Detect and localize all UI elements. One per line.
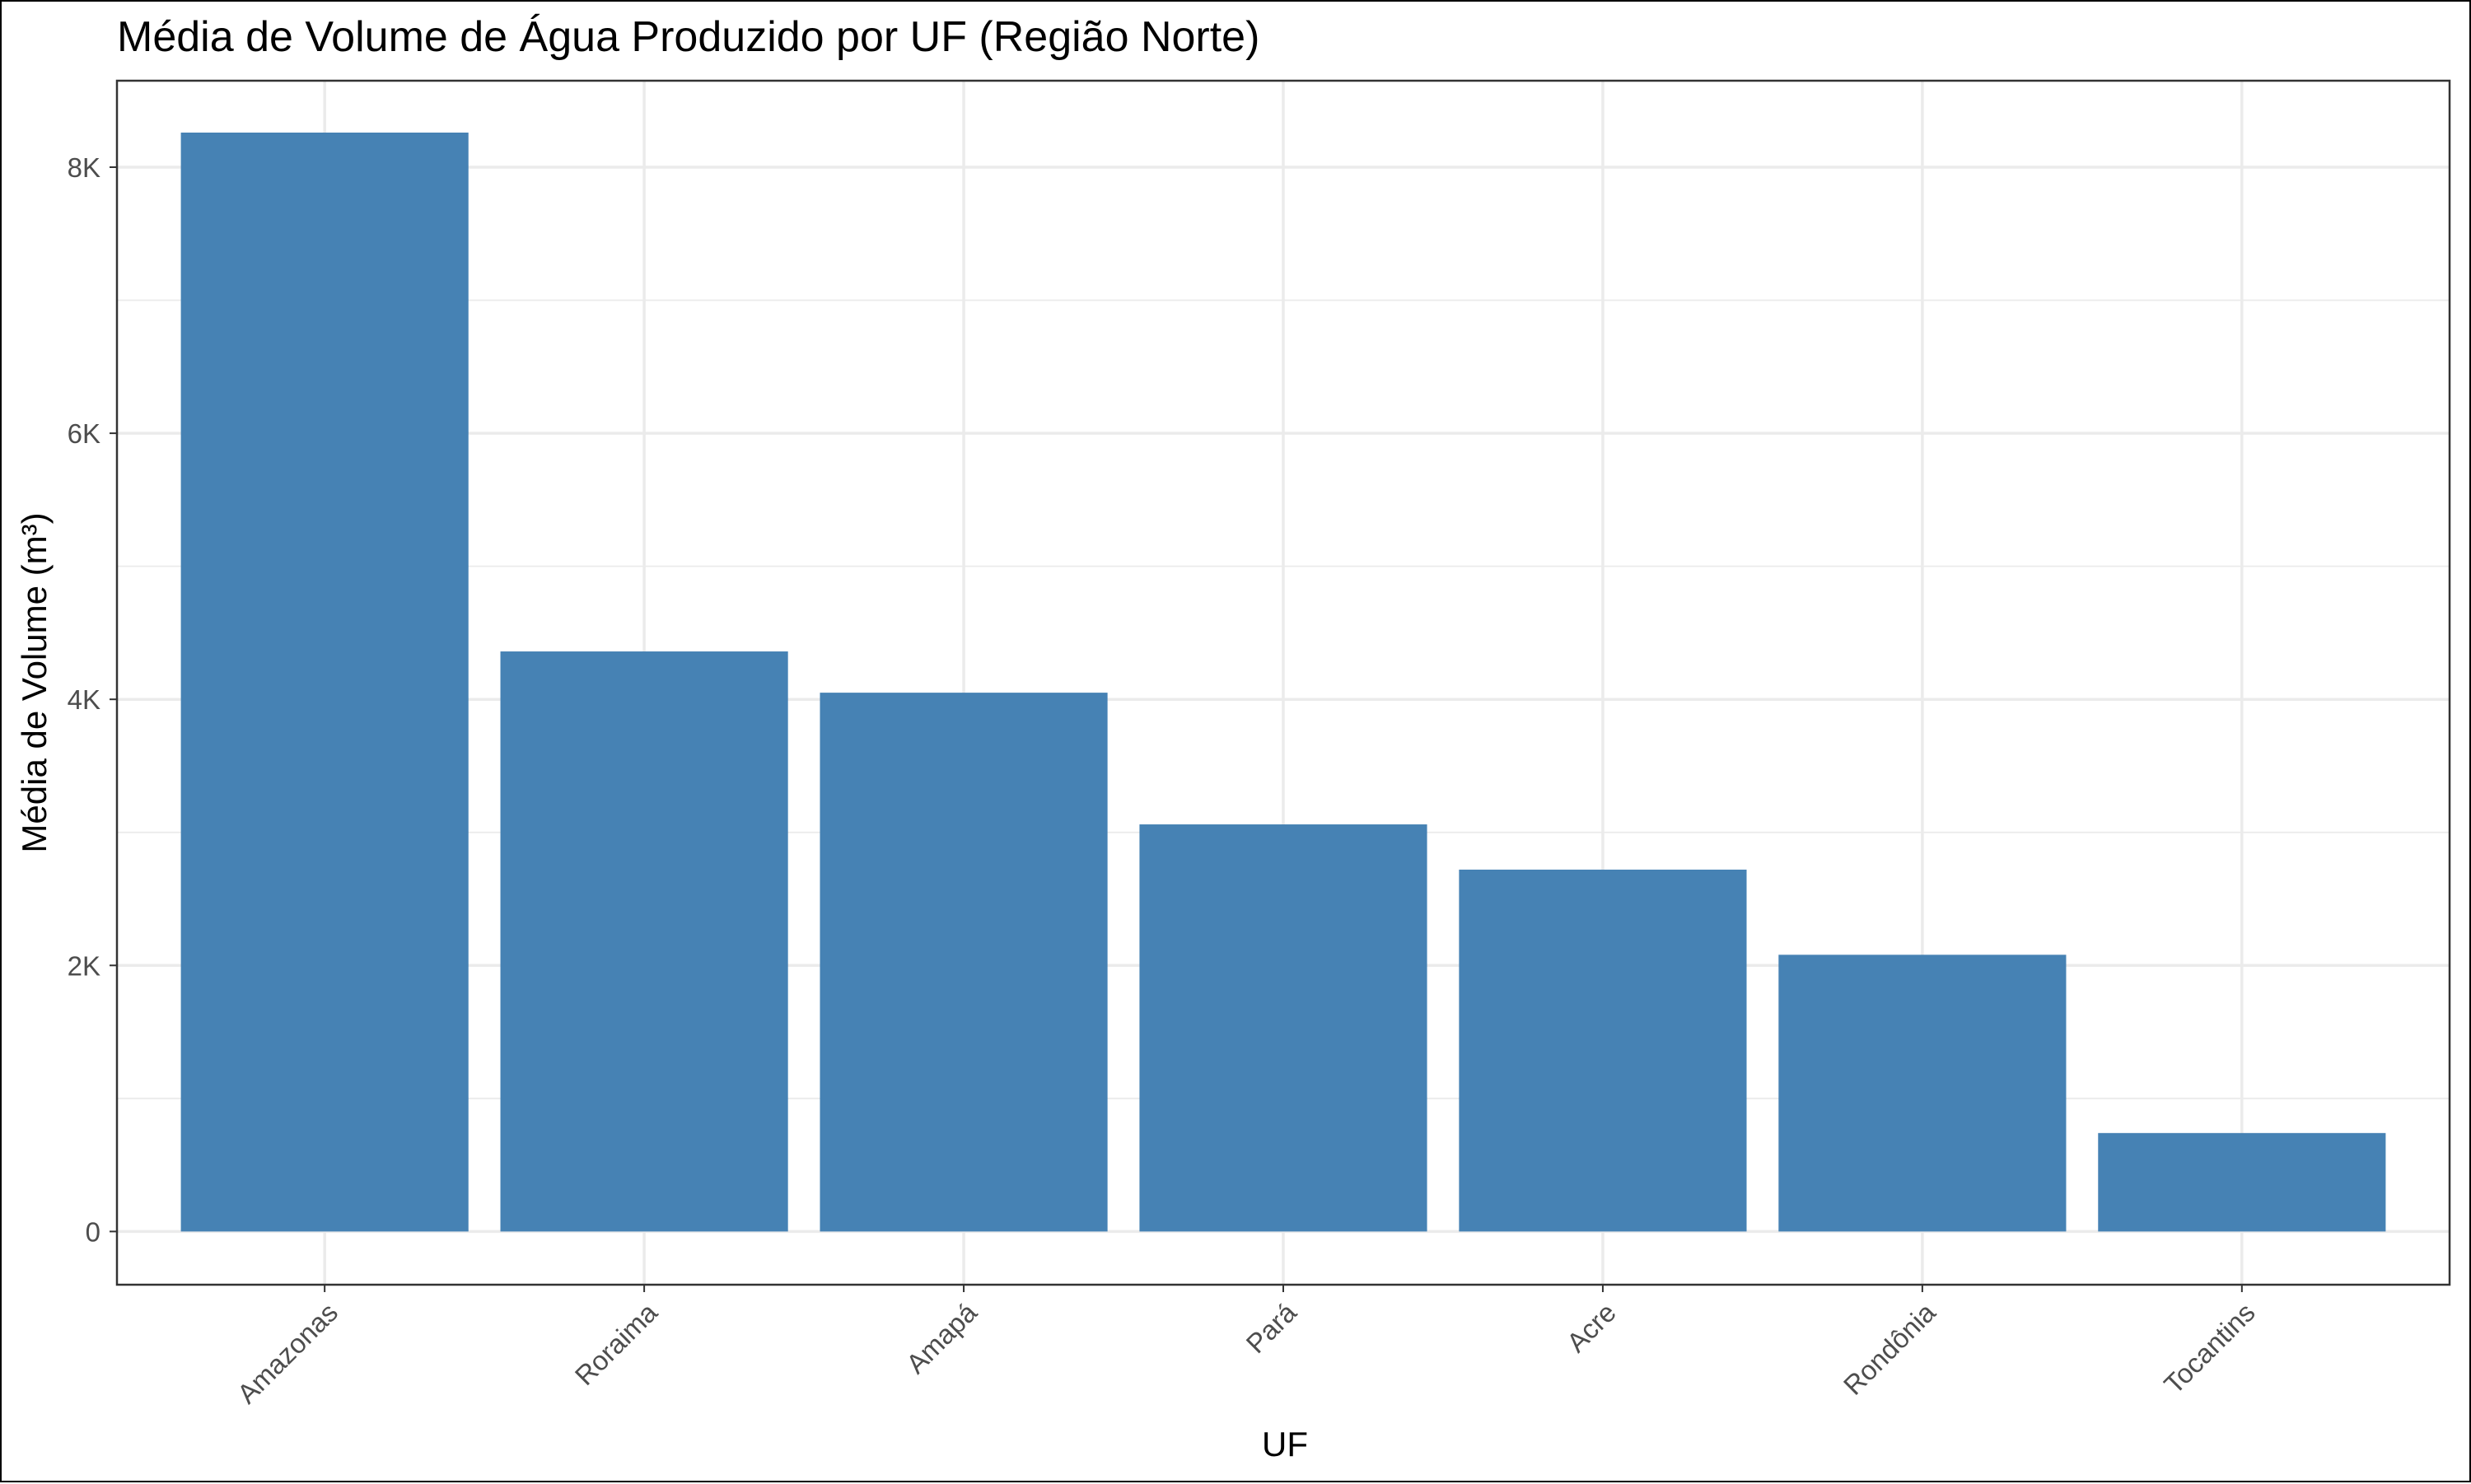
x-tick-label: Tocantins — [2158, 1297, 2261, 1400]
x-tick-label: Acre — [1561, 1297, 1622, 1358]
y-tick-label: 6K — [68, 418, 100, 449]
bar-amapá — [820, 693, 1108, 1232]
y-tick-label: 8K — [68, 152, 100, 183]
bar-roraima — [500, 651, 788, 1232]
bar-pará — [1139, 824, 1427, 1232]
bar-amazonas — [180, 133, 469, 1232]
bar-acre — [1459, 869, 1747, 1232]
y-tick-label: 4K — [68, 684, 100, 715]
bars — [180, 133, 2386, 1232]
bar-rondônia — [1778, 954, 2067, 1232]
x-tick-label: Amapá — [900, 1296, 983, 1379]
chart-title: Média de Volume de Água Produzido por UF… — [117, 13, 1259, 61]
x-axis-ticks: Amazonas Roraima Amapá Pará Acre Rondônia Toca… — [231, 1285, 2261, 1409]
y-tick-label: 2K — [68, 950, 100, 981]
x-tick-label: Pará — [1240, 1296, 1302, 1359]
y-axis-title: Média de Volume (m³) — [15, 512, 54, 852]
x-tick-label: Rondônia — [1838, 1296, 1942, 1401]
y-tick-label: 0 — [86, 1216, 100, 1247]
x-axis-title: UF — [1262, 1425, 1308, 1463]
bar-tocantins — [2098, 1132, 2386, 1232]
x-tick-label: Roraima — [569, 1296, 664, 1391]
y-axis-ticks: 0 2K 4K 6K 8K — [68, 152, 117, 1247]
x-tick-label: Amazonas — [231, 1297, 343, 1409]
